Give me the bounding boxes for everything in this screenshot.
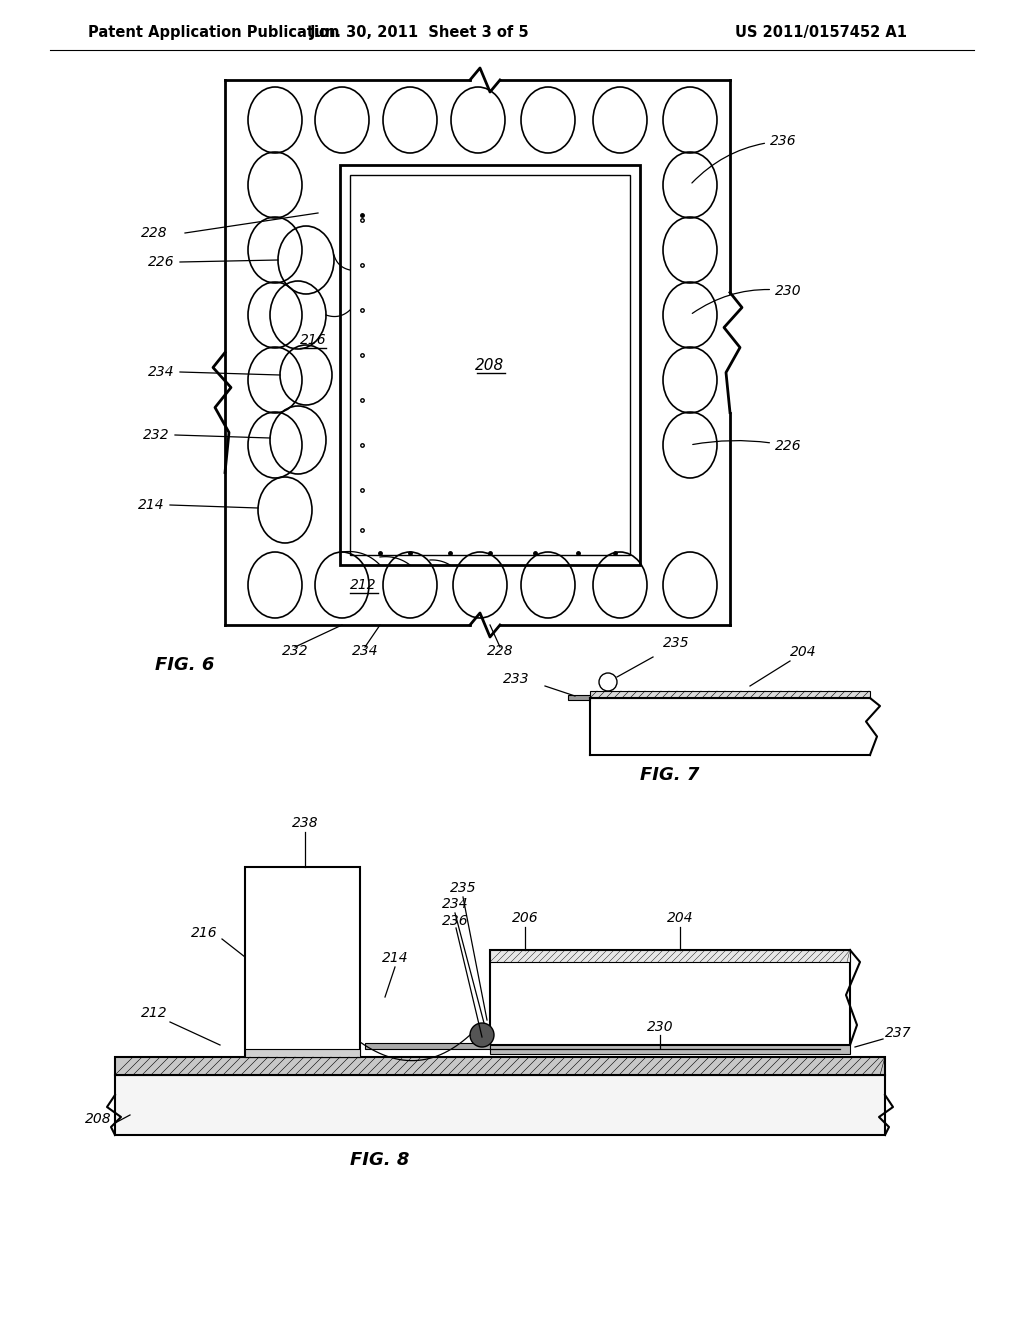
- Bar: [365, 1043, 490, 1049]
- Bar: [115, 1074, 885, 1135]
- Text: 216: 216: [191, 927, 218, 940]
- Bar: [568, 696, 590, 700]
- Text: 238: 238: [292, 816, 318, 830]
- Text: 234: 234: [441, 898, 468, 911]
- Text: 212: 212: [349, 578, 376, 591]
- Text: 226: 226: [692, 440, 802, 453]
- Text: 214: 214: [138, 498, 165, 512]
- Text: 212: 212: [141, 1006, 168, 1020]
- Text: Patent Application Publication: Patent Application Publication: [88, 25, 340, 40]
- Bar: [115, 1057, 885, 1074]
- Text: US 2011/0157452 A1: US 2011/0157452 A1: [735, 25, 907, 40]
- Text: 237: 237: [885, 1026, 911, 1040]
- Text: 234: 234: [148, 366, 175, 379]
- Text: 233: 233: [504, 672, 530, 686]
- Text: 235: 235: [663, 636, 689, 649]
- Bar: [245, 1049, 360, 1057]
- Bar: [340, 165, 640, 565]
- Text: 232: 232: [143, 428, 170, 442]
- Bar: [490, 1045, 850, 1053]
- Bar: [590, 690, 870, 698]
- Text: FIG. 7: FIG. 7: [640, 766, 699, 784]
- Bar: [490, 950, 850, 962]
- Text: 204: 204: [790, 645, 816, 659]
- Text: 206: 206: [512, 911, 539, 925]
- Text: 236: 236: [441, 913, 468, 928]
- Text: 230: 230: [692, 284, 802, 313]
- Text: 235: 235: [450, 880, 476, 895]
- Text: 236: 236: [692, 135, 797, 183]
- Text: FIG. 8: FIG. 8: [350, 1151, 410, 1170]
- Text: 226: 226: [148, 255, 175, 269]
- Text: 228: 228: [486, 644, 513, 657]
- Bar: [350, 176, 630, 554]
- Text: 232: 232: [282, 644, 308, 657]
- Text: 214: 214: [382, 950, 409, 965]
- Text: 234: 234: [351, 644, 378, 657]
- Circle shape: [470, 1023, 494, 1047]
- Text: 208: 208: [475, 358, 505, 372]
- Text: FIG. 6: FIG. 6: [155, 656, 214, 675]
- Text: 230: 230: [647, 1020, 674, 1034]
- Text: Jun. 30, 2011  Sheet 3 of 5: Jun. 30, 2011 Sheet 3 of 5: [310, 25, 529, 40]
- Bar: [245, 867, 360, 1057]
- Text: 216: 216: [300, 333, 327, 347]
- Text: 228: 228: [141, 226, 168, 240]
- Text: 208: 208: [85, 1111, 112, 1126]
- Text: 204: 204: [667, 911, 693, 925]
- Bar: [490, 950, 850, 1045]
